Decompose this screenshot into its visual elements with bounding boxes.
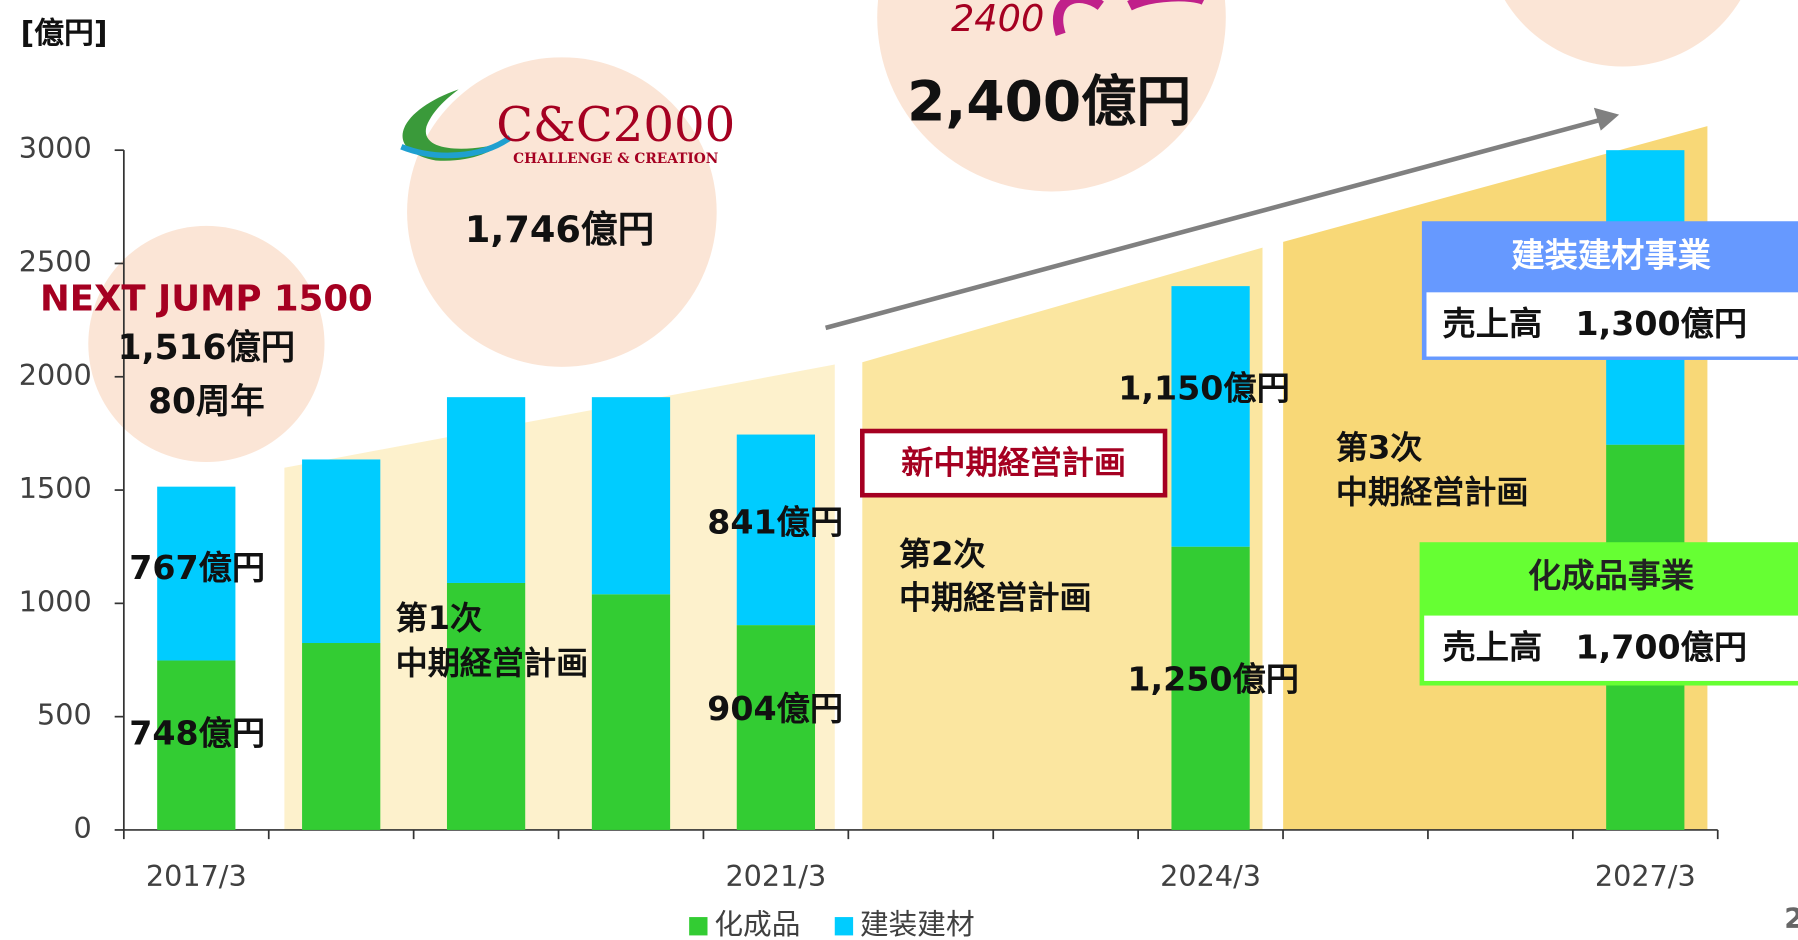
milestone-sales: 1,516億円	[118, 328, 296, 368]
plan-label: 中期経営計画	[899, 579, 1092, 617]
arrow-head	[1593, 107, 1620, 131]
value-label: 904億円	[707, 689, 843, 728]
value-label: 1,150億円	[1118, 368, 1290, 407]
bar-segment	[736, 625, 816, 830]
bar-segment	[157, 660, 236, 830]
background	[88, 0, 1741, 830]
value-label: 1,250億円	[1127, 659, 1299, 698]
logo-mark	[1053, 0, 1205, 37]
logo-swoosh	[402, 89, 505, 161]
milestone-sales: 2,400億円	[907, 70, 1191, 134]
milestone-circle	[1504, 0, 1741, 67]
logo: C&C2000	[496, 97, 735, 153]
bar-segment	[302, 459, 381, 644]
logo: 2400	[951, 0, 1044, 40]
plan-area	[862, 247, 1263, 830]
plan-label: 中期経営計画	[396, 644, 589, 682]
y-tick-label: 2500	[19, 244, 92, 278]
x-tick-label: 2024/3	[1160, 859, 1261, 893]
milestone-circle	[88, 225, 325, 462]
bar-segment	[446, 397, 526, 583]
legend-swatch	[834, 917, 854, 936]
new-plan-box	[860, 428, 1168, 498]
plan-label: 中期経営計画	[1336, 473, 1529, 511]
bar-segment	[1171, 546, 1250, 830]
value-label: 売上高 1,700億円	[1443, 627, 1748, 666]
bar-segment	[736, 434, 816, 626]
y-tick-label: 500	[37, 698, 92, 732]
segment-inner	[1426, 292, 1798, 357]
milestone-sales: 1,746億円	[465, 208, 654, 251]
growth-arrow	[825, 117, 1604, 331]
new-plan: 新中期経営計画	[901, 443, 1126, 481]
segment-inner	[1424, 615, 1798, 681]
milestone-circle	[407, 57, 717, 367]
milestone-circle	[877, 0, 1226, 192]
bar-segment	[157, 486, 236, 661]
bar-segment	[302, 643, 381, 830]
page-number: 2	[1784, 902, 1798, 934]
x-tick-label: 2027/3	[1595, 859, 1696, 893]
plan-label: 第3次	[1336, 428, 1423, 466]
bar-segment	[591, 594, 671, 830]
legend-label: 建装建材	[860, 907, 975, 940]
bar-segment	[446, 582, 526, 830]
y-tick-label: 3000	[19, 131, 92, 165]
y-tick-label: 2000	[19, 358, 92, 392]
bar-segment	[1171, 286, 1250, 547]
y-tick-label: 1500	[19, 471, 92, 505]
legend-label: 化成品	[714, 907, 800, 940]
legend-swatch	[689, 917, 708, 936]
segment-title: 化成品事業	[1528, 556, 1695, 595]
y-tick-label: 0	[73, 811, 91, 845]
plan-label: 第2次	[899, 535, 986, 573]
value-label: 841億円	[707, 502, 843, 541]
y-tick-label: 1000	[19, 584, 92, 618]
value-label: 売上高 1,300億円	[1443, 304, 1748, 343]
logo-sub: CHALLENGE & CREATION	[513, 151, 719, 167]
plan-area	[284, 364, 835, 830]
milestone-title: NEXT JUMP 1500	[40, 278, 373, 319]
milestone-note: 80周年	[148, 382, 265, 422]
x-tick-label: 2017/3	[146, 859, 247, 893]
value-label: 748億円	[129, 713, 265, 752]
bar-segment	[591, 397, 671, 595]
unit-label: [億円]	[21, 16, 108, 51]
value-label: 767億円	[129, 548, 265, 587]
segment-title: 建装建材事業	[1511, 235, 1711, 274]
plan-label: 第1次	[396, 599, 483, 637]
logo-swoosh	[400, 135, 512, 159]
x-tick-label: 2021/3	[725, 859, 826, 893]
